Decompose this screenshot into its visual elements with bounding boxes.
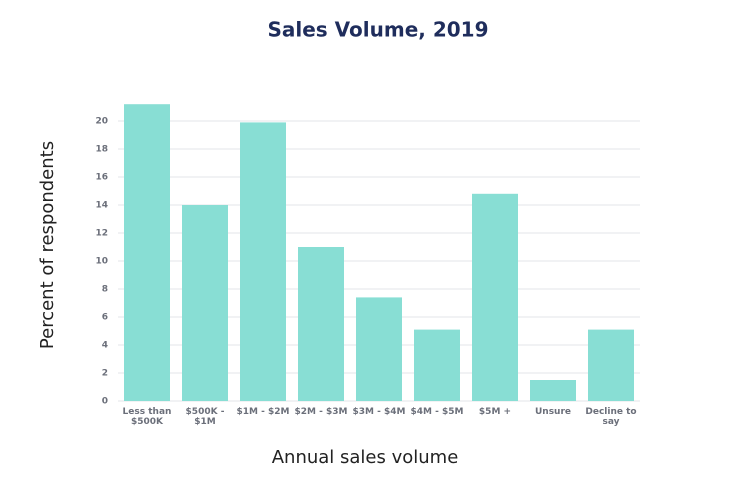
x-tick-label: Unsure: [534, 407, 572, 417]
bar: [298, 247, 344, 401]
y-tick-label: 8: [102, 285, 108, 295]
x-tick-label: $4M - $5M: [410, 407, 464, 417]
x-tick-label: $3M - $4M: [352, 407, 406, 417]
y-tick-label: 16: [95, 173, 108, 183]
bar: [530, 380, 576, 401]
y-tick-label: 20: [95, 117, 108, 127]
y-axis-title: Percent of respondents: [37, 141, 58, 349]
y-tick-label: 4: [102, 341, 108, 351]
bar: [472, 193, 518, 401]
y-tick-label: 18: [95, 145, 108, 155]
bar: [124, 104, 170, 401]
bar: [182, 205, 228, 401]
x-tick-label: $2M - $3M: [294, 407, 348, 417]
bar: [414, 329, 460, 401]
x-tick-label: Less than $500K: [122, 407, 172, 427]
x-tick-label: Decline to say: [585, 407, 637, 427]
y-tick-label: 0: [102, 397, 108, 407]
chart-title: Sales Volume, 2019: [267, 18, 488, 42]
bar: [356, 297, 402, 401]
y-tick-label: 6: [102, 313, 108, 323]
y-tick-label: 14: [95, 201, 108, 211]
x-tick-label: $5M +: [478, 407, 512, 417]
x-tick-label: $500K - $1M: [185, 407, 225, 427]
y-tick-label: 12: [95, 229, 108, 239]
y-tick-label: 10: [95, 257, 108, 267]
bar: [588, 329, 634, 401]
bar: [240, 122, 286, 402]
x-tick-label: $1M - $2M: [236, 407, 290, 417]
x-axis-title: Annual sales volume: [272, 447, 459, 468]
y-tick-label: 2: [102, 369, 108, 379]
